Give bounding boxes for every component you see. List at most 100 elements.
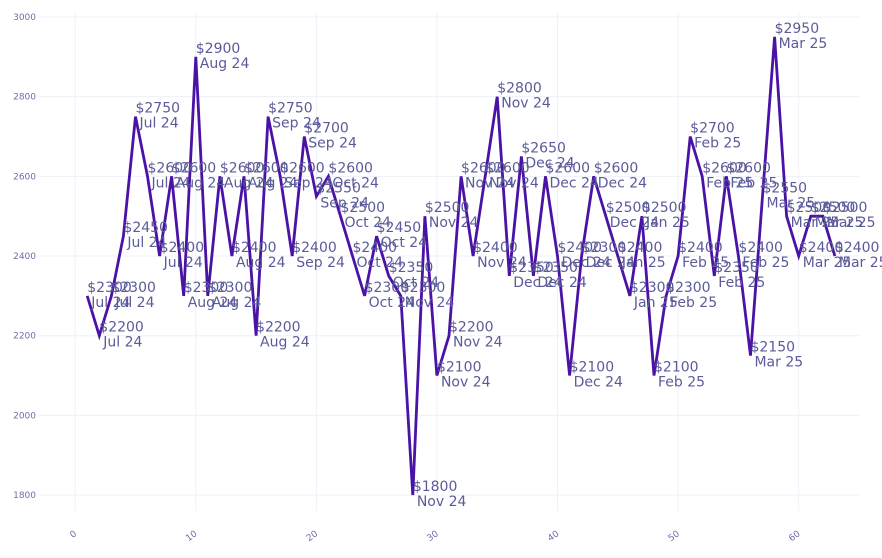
data-label-month: Nov 24: [441, 375, 491, 391]
data-label-price: $2500: [606, 200, 651, 216]
data-label-month: Dec 24: [586, 255, 635, 271]
x-tick-label: 20: [305, 529, 320, 544]
y-tick-label: 1800: [13, 491, 36, 501]
data-label-price: $2300: [666, 280, 711, 296]
data-label-month: Feb 25: [670, 295, 717, 311]
data-label-price: $2600: [461, 160, 506, 176]
data-label-price: $2500: [642, 200, 687, 216]
x-tick-label: 30: [426, 529, 441, 544]
data-label-price: $2400: [160, 240, 205, 256]
data-label-month: Oct 24: [393, 275, 440, 291]
data-label-price: $1800: [413, 479, 458, 495]
data-label-month: Oct 24: [332, 175, 379, 191]
data-label-price: $2900: [196, 41, 241, 57]
data-label-price: $2450: [377, 220, 422, 236]
data-label-month: Oct 24: [344, 215, 391, 231]
data-label-price: $2550: [316, 180, 361, 196]
data-label-month: Dec 24: [610, 215, 659, 231]
data-label-month: Sep 24: [284, 175, 333, 191]
data-label-month: Aug 24: [224, 175, 274, 191]
data-label-price: $2600: [485, 160, 530, 176]
data-label-month: Jul 24: [114, 295, 154, 311]
data-label-month: Feb 25: [730, 175, 777, 191]
y-tick-label: 2200: [13, 332, 36, 342]
data-label-month: Dec 24: [562, 255, 611, 271]
data-label-price: $2100: [654, 360, 699, 376]
data-label-price: $2300: [401, 280, 446, 296]
x-tick-label: 0: [68, 529, 79, 541]
data-label-month: Aug 24: [200, 56, 250, 72]
data-label-month: Aug 24: [212, 295, 262, 311]
data-label-month: Oct 24: [369, 295, 416, 311]
data-label-month: Nov 24: [489, 175, 539, 191]
data-label-price: $2400: [558, 240, 603, 256]
data-label-price: $2500: [823, 200, 868, 216]
data-label-month: Mar 25: [839, 255, 882, 271]
data-label-month: Jan 25: [633, 295, 678, 311]
data-label-price: $2500: [425, 200, 470, 216]
data-label-price: $2600: [244, 160, 289, 176]
data-label-month: Mar 25: [779, 36, 828, 52]
data-label-price: $2300: [582, 240, 627, 256]
data-label-price: $2400: [473, 240, 518, 256]
data-label-month: Dec 24: [537, 275, 586, 291]
data-label-price: $2100: [570, 360, 615, 376]
data-label-price: $2750: [135, 101, 180, 117]
data-label-month: Dec 24: [549, 175, 598, 191]
data-label-month: Aug 24: [188, 295, 238, 311]
data-label-price: $2200: [99, 320, 144, 336]
data-label-month: Dec 24: [574, 375, 623, 391]
data-label-price: $2500: [787, 200, 832, 216]
data-label-price: $2400: [353, 240, 398, 256]
x-tick-label: 60: [787, 529, 802, 544]
data-label-month: Oct 24: [381, 235, 428, 251]
data-label-month: Mar 25: [803, 255, 852, 271]
data-label-month: Nov 24: [429, 215, 479, 231]
x-tick-label: 10: [184, 529, 199, 544]
data-label-price: $2300: [87, 280, 132, 296]
grid: [39, 13, 859, 511]
data-label-month: Jan 25: [645, 215, 690, 231]
data-label-month: Jul 24: [163, 255, 203, 271]
data-label-price: $2150: [750, 340, 795, 356]
data-label-month: Aug 24: [236, 255, 286, 271]
data-label-price: $2600: [726, 160, 771, 176]
data-label-price: $2750: [268, 101, 313, 117]
data-label-month: Aug 24: [260, 335, 310, 351]
data-label-price: $2650: [521, 140, 566, 156]
data-label-month: Nov 24: [477, 255, 527, 271]
data-label-price: $2300: [111, 280, 156, 296]
data-label-month: Feb 25: [694, 136, 741, 152]
data-label-price: $2950: [775, 21, 820, 37]
data-label-price: $2350: [509, 260, 554, 276]
data-label-month: Nov 24: [453, 335, 503, 351]
data-label-price: $2800: [497, 81, 542, 97]
data-label-month: Jan 25: [621, 255, 666, 271]
x-tick-label: 40: [546, 529, 561, 544]
data-label-month: Feb 25: [682, 255, 729, 271]
data-label-month: Feb 25: [658, 375, 705, 391]
data-label-price: $2300: [184, 280, 229, 296]
data-label-price: $2500: [811, 200, 856, 216]
axis-ticks: 1800 2000 2200 2400 2600 2800 3000 0 10 20 30 40 50 6…: [13, 13, 803, 544]
data-label-month: Mar 25: [791, 215, 840, 231]
data-label-month: Nov 24: [417, 494, 467, 510]
data-label-month: Aug 24: [248, 175, 298, 191]
data-label-month: Sep 24: [272, 116, 321, 132]
data-label-month: Jul 24: [90, 295, 130, 311]
y-tick-label: 3000: [13, 13, 36, 23]
data-label-month: Nov 24: [501, 96, 551, 112]
x-tick-label: 50: [667, 529, 682, 544]
data-label-month: Feb 25: [706, 175, 753, 191]
data-label-price: $2300: [365, 280, 410, 296]
data-label-month: Sep 24: [308, 136, 357, 152]
y-tick-label: 2800: [13, 93, 36, 103]
data-label-price: $2200: [449, 320, 494, 336]
data-label-price: $2500: [340, 200, 385, 216]
data-label-price: $2600: [148, 160, 193, 176]
data-label-price: $2400: [835, 240, 880, 256]
data-label-month: Feb 25: [718, 275, 765, 291]
data-label-price: $2400: [232, 240, 277, 256]
data-label-month: Mar 25: [815, 215, 864, 231]
